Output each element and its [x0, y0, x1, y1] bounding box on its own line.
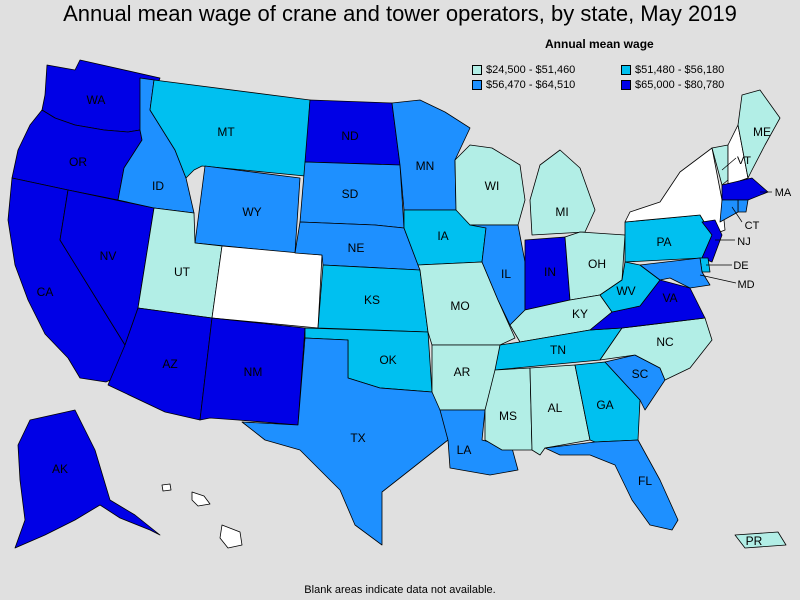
state-nj[interactable]	[701, 219, 723, 263]
label-nj: NJ	[737, 236, 750, 248]
label-tx: TX	[350, 431, 365, 445]
label-sc: SC	[632, 367, 649, 381]
legend-item-bin-3: $56,470 - $64,510	[472, 79, 575, 91]
label-pr: PR	[746, 534, 763, 548]
label-wy: WY	[242, 205, 261, 219]
label-de: DE	[733, 260, 748, 272]
label-wi: WI	[485, 179, 500, 193]
legend-swatch-bin-1	[472, 65, 482, 75]
label-or: OR	[69, 155, 87, 169]
label-wv: WV	[616, 284, 635, 298]
label-pa: PA	[656, 235, 671, 249]
state-ct[interactable]	[719, 199, 739, 223]
legend-swatch-bin-4	[621, 80, 631, 90]
label-fl: FL	[638, 474, 652, 488]
label-nm: NM	[244, 365, 263, 379]
label-md: MD	[737, 279, 754, 291]
label-me: ME	[753, 125, 771, 139]
leader-ct	[731, 206, 743, 223]
label-ar: AR	[454, 365, 471, 379]
state-la[interactable]	[439, 409, 519, 476]
label-wa: WA	[87, 93, 106, 107]
label-mt: MT	[217, 125, 235, 139]
state-co[interactable]	[211, 245, 323, 329]
legend-item-bin-2: $51,480 - $56,180	[621, 64, 724, 76]
label-mn: MN	[416, 159, 435, 173]
label-oh: OH	[588, 257, 606, 271]
state-hi-islands-2[interactable]	[191, 491, 211, 507]
state-ak[interactable]	[14, 409, 161, 549]
state-wi[interactable]	[454, 144, 526, 226]
label-ak: AK	[52, 462, 68, 476]
label-in: IN	[544, 265, 556, 279]
legend-swatch-bin-2	[621, 65, 631, 75]
leader-md	[699, 274, 737, 284]
map-title: Annual mean wage of crane and tower oper…	[63, 1, 737, 26]
state-hi[interactable]	[219, 524, 243, 549]
legend-item-bin-1: $24,500 - $51,460	[472, 64, 575, 76]
label-va: VA	[662, 291, 677, 305]
label-ma: MA	[775, 187, 792, 199]
state-ri[interactable]	[737, 199, 749, 213]
footnote: Blank areas indicate data not available.	[304, 584, 496, 596]
legend-label-bin-2: $51,480 - $56,180	[635, 64, 725, 76]
label-ga: GA	[596, 398, 613, 412]
state-hi-islands[interactable]	[161, 483, 172, 492]
state-pr[interactable]	[734, 531, 787, 549]
label-sd: SD	[342, 187, 359, 201]
state-mi[interactable]	[529, 149, 596, 236]
state-me[interactable]	[737, 89, 781, 179]
label-nd: ND	[341, 129, 359, 143]
label-mi: MI	[555, 205, 568, 219]
label-la: LA	[457, 443, 472, 457]
state-fl[interactable]	[544, 439, 679, 531]
label-ct: CT	[745, 220, 760, 232]
legend-label-bin-1: $24,500 - $51,460	[486, 64, 576, 76]
label-vt: VT	[737, 155, 751, 167]
legend-title: Annual mean wage	[545, 37, 654, 51]
legend-label-bin-3: $56,470 - $64,510	[486, 79, 576, 91]
label-ks: KS	[364, 293, 380, 307]
label-ca: CA	[37, 285, 54, 299]
label-tn: TN	[550, 343, 566, 357]
legend-item-bin-4: $65,000 - $80,780	[621, 79, 724, 91]
label-il: IL	[501, 267, 511, 281]
state-tx[interactable]	[241, 337, 449, 546]
label-nc: NC	[656, 335, 674, 349]
state-md[interactable]	[639, 257, 711, 289]
legend-swatch-bin-3	[472, 80, 482, 90]
label-mo: MO	[450, 299, 469, 313]
label-ky: KY	[572, 307, 588, 321]
leader-vt	[721, 157, 737, 171]
label-ia: IA	[437, 229, 448, 243]
label-ms: MS	[499, 409, 517, 423]
label-ne: NE	[348, 241, 365, 255]
label-ok: OK	[379, 353, 396, 367]
label-ut: UT	[174, 265, 191, 279]
label-nv: NV	[100, 249, 117, 263]
label-id: ID	[152, 179, 164, 193]
label-al: AL	[548, 401, 563, 415]
state-ma[interactable]	[721, 177, 769, 201]
legend-label-bin-4: $65,000 - $80,780	[635, 79, 725, 91]
label-az: AZ	[162, 357, 177, 371]
